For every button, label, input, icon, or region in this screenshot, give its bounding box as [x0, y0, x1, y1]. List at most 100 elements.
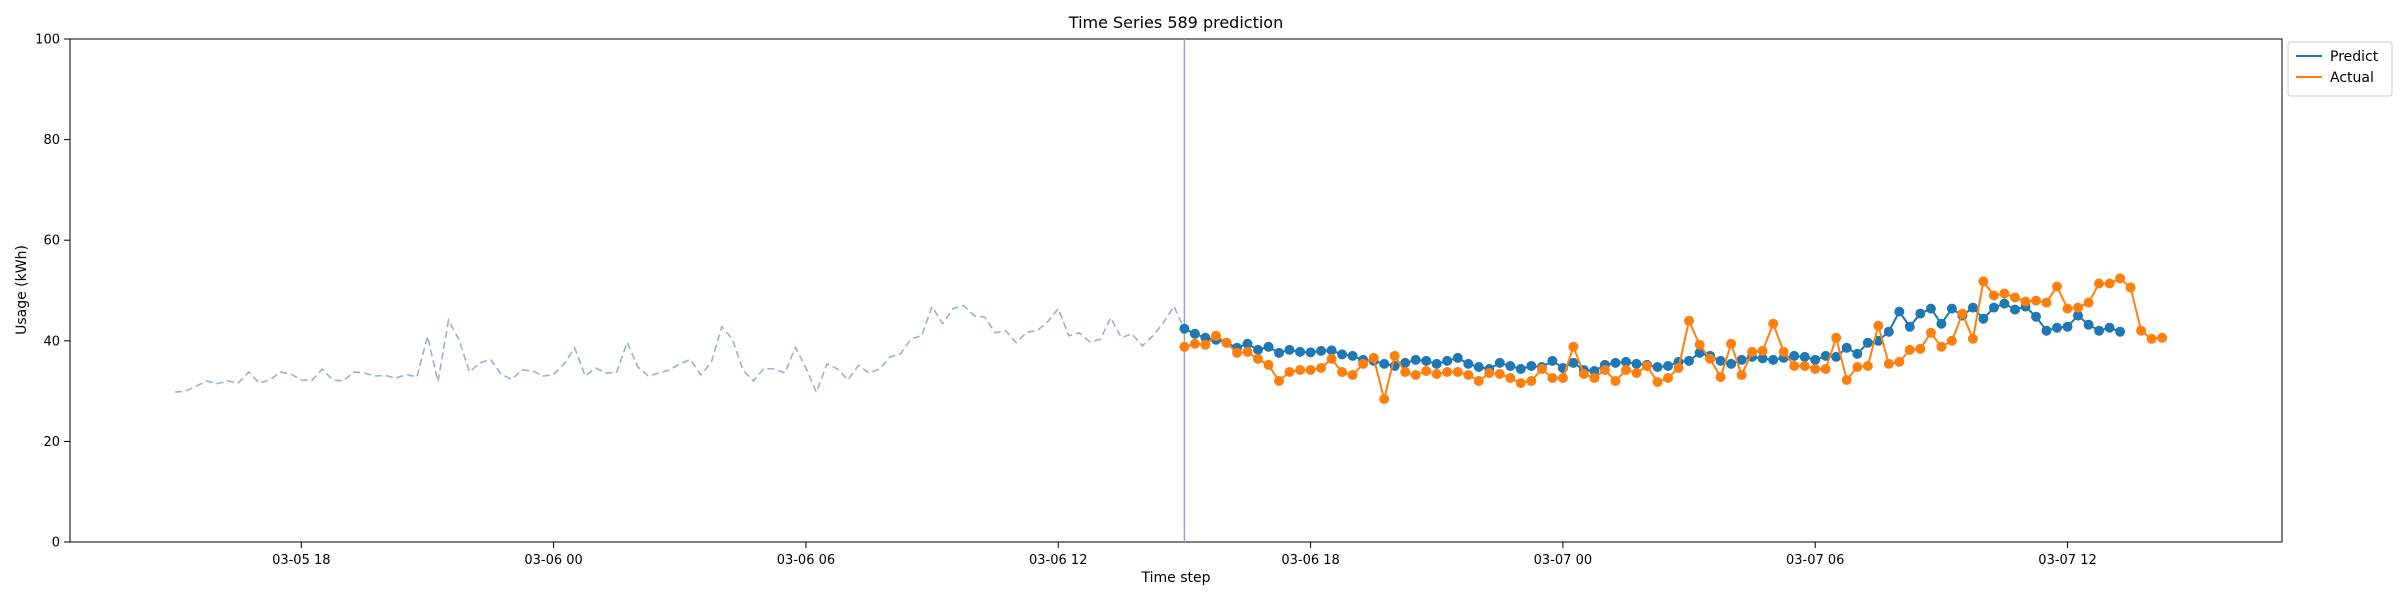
x-tick-label: 03-06 12 [1029, 553, 1087, 568]
data-point-actual [1747, 346, 1758, 357]
data-point-actual [1536, 364, 1547, 374]
data-point-predict [1431, 358, 1442, 369]
data-point-actual [1526, 376, 1537, 386]
series-predict [1179, 298, 2126, 376]
data-point-predict [2083, 319, 2094, 330]
data-point-actual [1925, 327, 1936, 338]
data-point-actual [1494, 369, 1505, 379]
data-point-predict [1568, 357, 1579, 368]
legend-label: Actual [2330, 70, 2374, 86]
data-point-actual [1673, 363, 1684, 373]
data-point-predict [1883, 326, 1894, 337]
data-point-predict [1494, 357, 1505, 368]
data-point-actual [1389, 350, 1400, 361]
data-point-predict [1253, 344, 1263, 355]
data-point-predict [2104, 322, 2115, 333]
data-point-predict [2041, 325, 2052, 336]
data-point-predict [1263, 341, 1274, 352]
data-point-predict [1810, 354, 1821, 365]
data-point-actual [1852, 362, 1863, 372]
data-point-actual [1316, 363, 1327, 373]
data-point-actual [1589, 373, 1600, 383]
data-point-predict [1631, 358, 1642, 369]
data-point-predict [1326, 345, 1337, 356]
data-point-actual [1358, 358, 1369, 369]
data-point-predict [2094, 325, 2105, 336]
y-axis: 0 20 40 60 80 100 [35, 33, 70, 551]
data-point-actual [1326, 353, 1337, 364]
x-tick-label: 03-06 00 [524, 553, 582, 568]
data-point-actual [1652, 377, 1663, 387]
data-point-predict [1694, 347, 1705, 358]
data-point-actual [1189, 338, 1200, 349]
data-point-predict [1652, 362, 1663, 372]
data-point-predict [1915, 308, 1926, 319]
data-point-actual [1599, 365, 1610, 375]
data-point-actual [1284, 367, 1295, 377]
data-point-actual [1915, 343, 1926, 354]
data-point-actual [1421, 366, 1432, 376]
data-point-predict [1768, 354, 1779, 365]
data-point-predict [1988, 302, 1999, 313]
data-point-actual [2157, 332, 2168, 343]
data-point-actual [2136, 325, 2147, 336]
data-point-actual [2146, 333, 2157, 344]
data-point-predict [1726, 358, 1737, 369]
data-point-actual [2031, 295, 2041, 306]
data-point-actual [1705, 353, 1716, 364]
x-axis: 03-05 18 03-06 00 03-06 06 03-06 12 03-06 18… [272, 542, 2097, 568]
data-point-actual [1967, 333, 1978, 344]
data-point-predict [1789, 350, 1800, 361]
data-point-actual [1547, 373, 1558, 383]
data-point-predict [1200, 332, 1211, 343]
series-line-actual [1184, 277, 2163, 400]
data-point-actual [1473, 376, 1484, 386]
data-point-predict [1904, 321, 1915, 332]
data-point-predict [1316, 345, 1327, 356]
data-point-actual [2062, 303, 2073, 314]
chart-title: Time Series 589 prediction [1068, 13, 1283, 32]
data-point-actual [1232, 347, 1242, 358]
x-tick-label: 03-07 12 [2038, 553, 2096, 568]
data-point-actual [1242, 346, 1253, 357]
data-point-actual [1736, 370, 1747, 380]
data-point-actual [1200, 339, 1211, 350]
data-point-actual [1778, 346, 1789, 357]
x-tick-label: 03-05 18 [272, 553, 330, 568]
data-point-actual [1379, 394, 1390, 405]
data-point-actual [1957, 308, 1968, 319]
x-tick-label: 03-07 06 [1786, 553, 1844, 568]
data-point-actual [1988, 290, 1999, 301]
data-point-predict [2052, 322, 2062, 333]
data-point-actual [1841, 375, 1852, 385]
y-axis-label: Usage (kWh) [14, 245, 30, 335]
forecast-series [1179, 273, 2168, 405]
data-point-actual [1936, 341, 1947, 352]
data-point-actual [1484, 368, 1495, 378]
data-point-actual [1221, 337, 1232, 348]
series-actual [1179, 273, 2168, 405]
data-point-predict [1978, 313, 1989, 324]
data-point-actual [1873, 320, 1884, 331]
data-point-predict [1410, 354, 1421, 365]
data-point-predict [1946, 303, 1957, 314]
data-point-predict [1610, 357, 1621, 368]
data-point-actual [2010, 292, 2020, 303]
data-point-actual [1621, 365, 1631, 375]
data-point-predict [2115, 326, 2126, 337]
data-point-predict [1925, 303, 1936, 314]
data-point-predict [1189, 328, 1200, 339]
data-point-predict [1715, 355, 1726, 366]
data-point-predict [1736, 354, 1747, 365]
y-tick-label: 40 [43, 334, 60, 349]
data-point-actual [2094, 278, 2105, 289]
data-point-actual [1904, 344, 1915, 355]
y-tick-label: 0 [52, 536, 60, 551]
data-point-predict [1799, 351, 1810, 362]
data-point-actual [2020, 296, 2031, 307]
data-point-predict [1347, 350, 1358, 361]
data-point-actual [2052, 281, 2062, 292]
history-series [175, 39, 1186, 542]
